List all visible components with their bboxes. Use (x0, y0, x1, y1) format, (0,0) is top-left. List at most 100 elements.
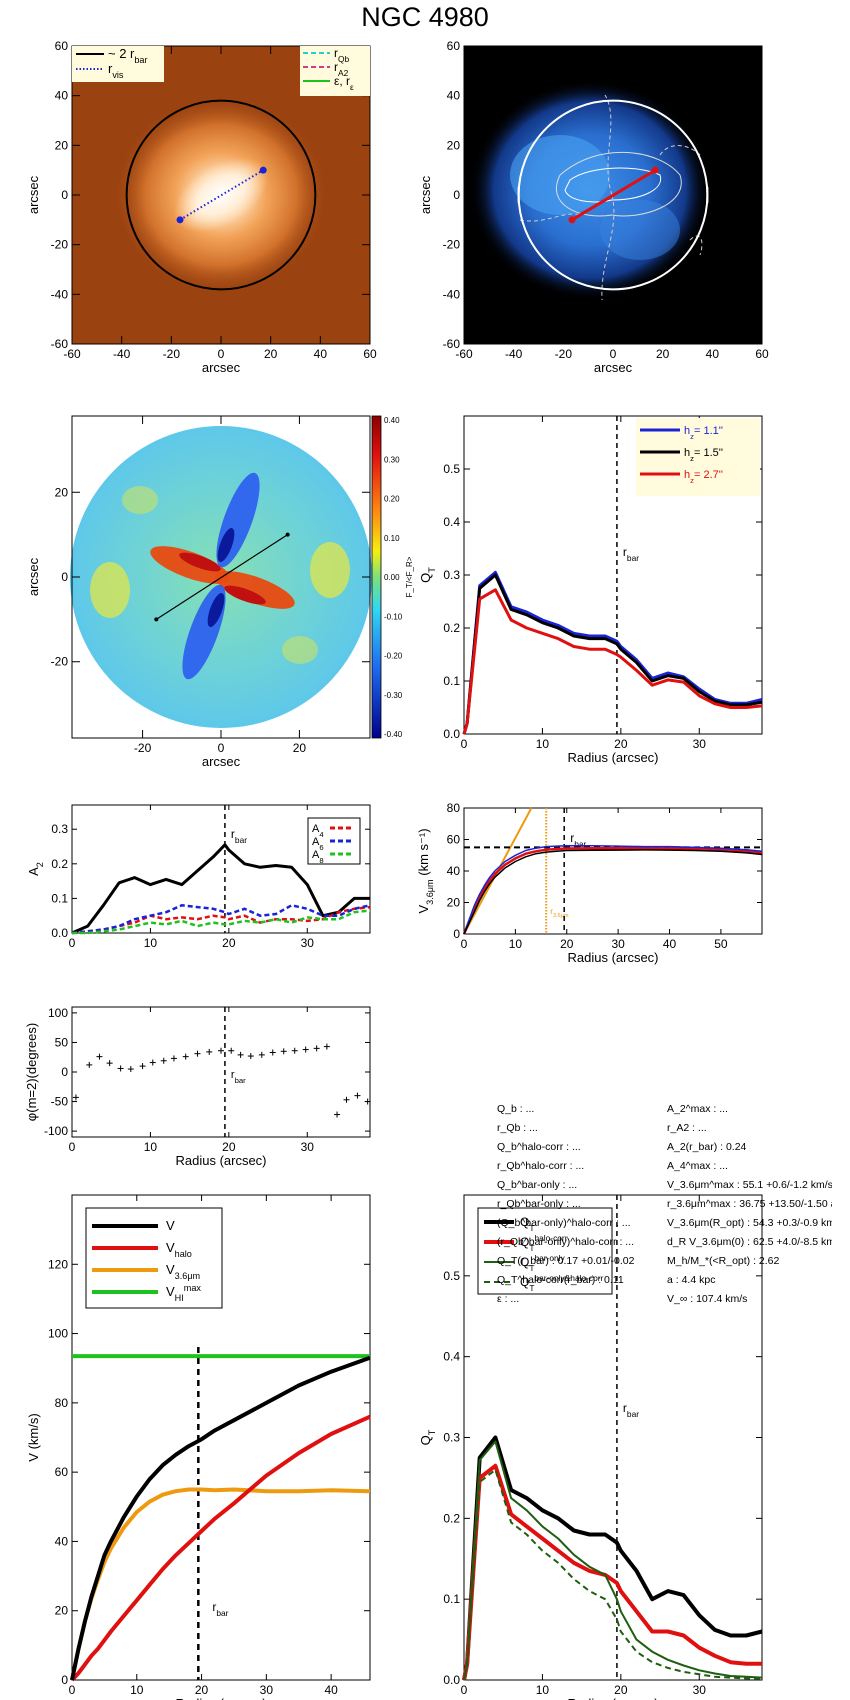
p1-xtick-label: 40 (314, 347, 328, 361)
p1-ylabel: arcsec (26, 175, 41, 214)
p10-xtick-label: 20 (614, 1683, 628, 1697)
parameters-table: Q_b : ... r_Qb : ... Q_b^halo-corr : ...… (497, 1100, 837, 1320)
p1-ytick-label: 40 (55, 89, 69, 103)
p7-point (313, 1045, 320, 1052)
p6-series-1 (463, 845, 763, 935)
param-a2max: A_2^max : ... (667, 1103, 728, 1115)
p7-point (280, 1048, 287, 1055)
p2-xtick-label: -20 (555, 347, 573, 361)
p3-colorbar-tick: -0.10 (384, 612, 403, 621)
p2-bar-end-a (568, 216, 576, 224)
p9-series-V_halo (70, 1414, 371, 1682)
p3-dark-blue-bottom (207, 592, 225, 628)
p3-red-lobe-left (150, 546, 230, 584)
param-rqb-bar-only-halo: (r_Qb^bar-only)^halo-corr : ... (497, 1236, 635, 1248)
p10-rbar-label: rbar (623, 1401, 639, 1419)
p1-legend-label: rQb (334, 46, 350, 64)
p1-legend-left-box (72, 46, 164, 82)
p3-colorbar-label: F_T/<F_R> (405, 556, 414, 597)
p1-galaxy-bulge (173, 157, 269, 233)
p3-colorbar-tick: -0.40 (384, 730, 403, 739)
p7-xtick-label: 10 (144, 1140, 158, 1154)
p7-point (127, 1066, 134, 1073)
p3-dark-red-right (224, 585, 266, 605)
p9-legend-label: V (166, 1218, 175, 1233)
p1-legend-label: ε, rε (334, 74, 354, 92)
panel-velocity-decomposition: 0 10 20 30 40 0 20 40 60 80 100 120 Radius (arcsec) V… (26, 1194, 371, 1700)
p1-ytick-label: -40 (51, 287, 69, 301)
param-ellipticity: ε : ... (497, 1293, 520, 1305)
param-qb-halo: Q_b^halo-corr : ... (497, 1141, 581, 1153)
p9-xtick-label: 10 (130, 1683, 144, 1697)
p5-frame (71, 804, 371, 934)
p2-xtick-label: -60 (455, 347, 473, 361)
p6-frame (463, 807, 763, 935)
p7-point (149, 1059, 156, 1066)
p3-yellow-lower-right (282, 636, 318, 664)
p5-series-3 (72, 909, 371, 935)
p7-ytick-label: 0 (61, 1065, 68, 1079)
p2-ytick-label: 0 (453, 188, 460, 202)
p1-xtick-label: 0 (218, 347, 225, 361)
p1-xlabel: arcsec (202, 360, 241, 375)
p7-point (237, 1051, 244, 1058)
p2-contour-outer (555, 151, 682, 217)
panel-qt-corrections: 0 10 20 30 0.0 0.1 0.2 0.3 0.4 0.5 Radius (arcsec)… (418, 1194, 763, 1700)
p6-xlabel: Radius (arcsec) (567, 950, 658, 965)
p3-dark-red-left (179, 552, 221, 572)
p7-point (206, 1048, 213, 1055)
p9-frame (71, 1194, 371, 1681)
p7-point (218, 1047, 224, 1054)
p4-series-2 (462, 588, 763, 735)
p1-legend-label: ~ 2 rbar (108, 46, 148, 65)
p2-blue-mid-region (600, 200, 680, 260)
panel-image-blue: -60 -40 -20 0 20 40 60 -60 -40 -20 0 20 40 60 arcsec ar… (418, 39, 769, 375)
p7-xtick-label: 0 (69, 1140, 76, 1154)
p9-ytick-label: 20 (55, 1604, 69, 1618)
p10-xtick-label: 30 (693, 1683, 707, 1697)
p5-series-0 (71, 843, 370, 935)
p1-xtick-label: -20 (163, 347, 181, 361)
p7-point (269, 1049, 276, 1056)
p6-ylabel: V3.6μm (km s⁻¹) (416, 828, 435, 913)
p9-xlabel: Radius (arcsec) (175, 1696, 266, 1700)
p2-contour-dashed-4 (689, 235, 703, 256)
p7-point (106, 1060, 113, 1067)
p10-legend-label: QT (520, 1215, 534, 1233)
p9-series-V_3.6μm (70, 1487, 371, 1681)
p3-colorbar-tick: -0.30 (384, 691, 403, 700)
param-qb: Q_b : ... (497, 1103, 535, 1115)
p7-point (96, 1053, 103, 1060)
p9-xtick-label: 30 (260, 1683, 274, 1697)
p3-colorbar-tick: 0.30 (384, 455, 400, 464)
p10-xtick-label: 0 (461, 1683, 468, 1697)
p4-ytick-label: 0.2 (443, 621, 460, 635)
p3-colorbar-tick: -0.20 (384, 652, 403, 661)
p10-ytick-label: 0.5 (443, 1269, 460, 1283)
p2-ytick-label: -60 (443, 337, 461, 351)
p3-ytick-label: 20 (55, 485, 69, 499)
parameters-right-column: A_2^max : ... r_A2 : ... A_2(r_bar) : 0.… (667, 1100, 832, 1309)
p2-ylabel: arcsec (418, 175, 433, 214)
p4-xtick-label: 30 (693, 737, 707, 751)
p7-frame (71, 1006, 371, 1138)
p2-bar-segment (571, 168, 656, 222)
p9-ytick-label: 40 (55, 1534, 69, 1548)
param-rqb: r_Qb : ... (497, 1122, 538, 1134)
p4-legend-label: hz= 1.5'' (684, 447, 723, 463)
p6-rmax-label: r3.6μm (550, 907, 569, 919)
p1-legend-right-box (300, 46, 370, 96)
p7-xlabel: Radius (arcsec) (175, 1153, 266, 1168)
panel-qt-thickness: 0 10 20 30 0.0 0.1 0.2 0.3 0.4 0.5 Radius (arcsec)… (418, 415, 763, 765)
param-qb-bar-only-halo: (Q_b^bar-only)^halo-corr : ... (497, 1217, 631, 1229)
p7-point (182, 1053, 189, 1060)
p10-ylabel: QT (418, 1429, 437, 1445)
p1-ytick-label: -20 (51, 238, 69, 252)
param-dr-v: d_R V_3.6μm(0) : 62.5 +4.0/-8.5 km/s/kpc (667, 1236, 832, 1248)
p4-ytick-label: 0.0 (443, 727, 460, 741)
p6-rbar-label: rbar (570, 831, 586, 849)
p9-series-V (70, 1355, 371, 1681)
p3-bar-end-a (154, 617, 159, 622)
p7-point (117, 1065, 124, 1072)
p2-xtick-label: 0 (610, 347, 617, 361)
